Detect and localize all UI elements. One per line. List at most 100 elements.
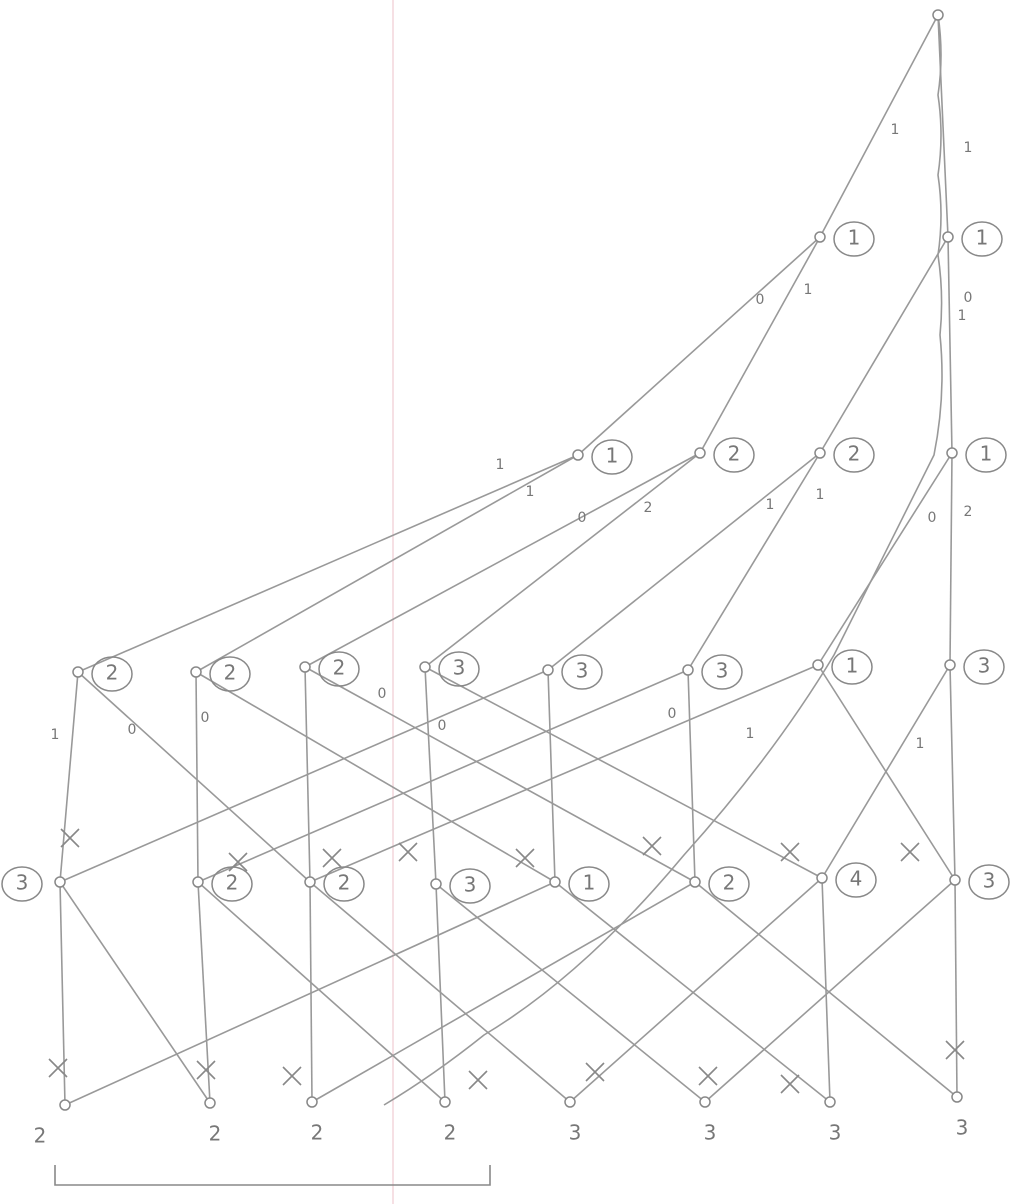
node-label: 3 [983,869,996,893]
node [304,876,316,888]
edge [821,664,951,879]
node [946,447,958,459]
node [942,231,954,243]
node-label: 2 [34,1124,47,1148]
edge [817,664,956,881]
node-label: 3 [956,1116,969,1140]
edge [195,454,579,673]
edge [195,671,199,883]
cross-mark [642,836,662,856]
label-circle [833,221,875,257]
node-label: 2 [723,871,736,895]
edge [687,669,696,883]
edge-label: 0 [756,292,765,308]
edge [937,14,949,238]
label-circle [701,654,743,690]
edge-label: 0 [928,510,937,526]
node [72,666,84,678]
edge [195,671,556,883]
label-circle [965,437,1007,473]
edge [309,664,819,883]
label-circle [323,866,365,902]
cross-mark [48,1058,68,1078]
edge [949,452,953,666]
label-circle [561,654,603,690]
cross-mark [585,1062,605,1082]
cross-mark [60,828,80,848]
cross-mark [780,1074,800,1094]
edge [577,236,821,456]
label-circle [449,868,491,904]
label-circle [961,221,1003,257]
node-label: 3 [576,659,589,683]
label-circle [591,439,633,475]
edge-label: 1 [766,497,775,513]
label-circle [568,866,610,902]
bracket [54,1165,491,1186]
node-label: 2 [226,871,239,895]
cross-mark [282,1066,302,1086]
edge-label: 0 [438,718,447,734]
label-circle [438,651,480,687]
edge-label: 0 [201,710,210,726]
edge [59,881,211,1104]
edge-label: 1 [496,457,505,473]
edge-label: 1 [958,308,967,324]
node [430,878,442,890]
label-circle [211,866,253,902]
edge [311,881,696,1103]
edge [819,14,939,238]
label-circle [835,862,877,898]
edge-label: 1 [746,726,755,742]
edge [424,666,437,885]
edge-label: 0 [128,722,137,738]
node-label: 3 [704,1121,717,1145]
cross-mark [900,842,920,862]
node [812,659,824,671]
node-label: 3 [978,654,991,678]
node [306,1096,318,1108]
node [699,1096,711,1108]
node [824,1096,836,1108]
cross-mark [228,852,248,872]
node [814,447,826,459]
node [299,661,311,673]
edge-label: 0 [964,290,973,306]
node-label: 2 [311,1121,324,1145]
edge [817,452,953,666]
cross-mark [468,1070,488,1090]
label-circle [713,437,755,473]
edge-label: 0 [668,706,677,722]
edge [687,452,821,671]
node-label: 2 [728,442,741,466]
node [59,1099,71,1111]
node-label: 3 [464,873,477,897]
edge-label: 2 [644,500,653,516]
edge [77,454,579,673]
edge [424,452,701,668]
node [439,1096,451,1108]
label-circle [963,649,1005,685]
node [682,664,694,676]
node [192,876,204,888]
node-label: 1 [980,442,993,466]
node [689,876,701,888]
edge [197,881,446,1103]
edge-label: 1 [804,282,813,298]
label-circle [209,656,251,692]
edge [547,669,556,883]
node [694,447,706,459]
node-label: 1 [848,226,861,250]
label-circle [968,864,1010,900]
edge [59,671,79,883]
edge [704,879,956,1103]
cross-mark [780,842,800,862]
node-label: 3 [16,871,29,895]
node-label: 1 [606,444,619,468]
edge [569,877,823,1103]
node-label: 1 [976,226,989,250]
node-label: 1 [583,871,596,895]
node-label: 2 [444,1121,457,1145]
label-circle [1,866,43,902]
